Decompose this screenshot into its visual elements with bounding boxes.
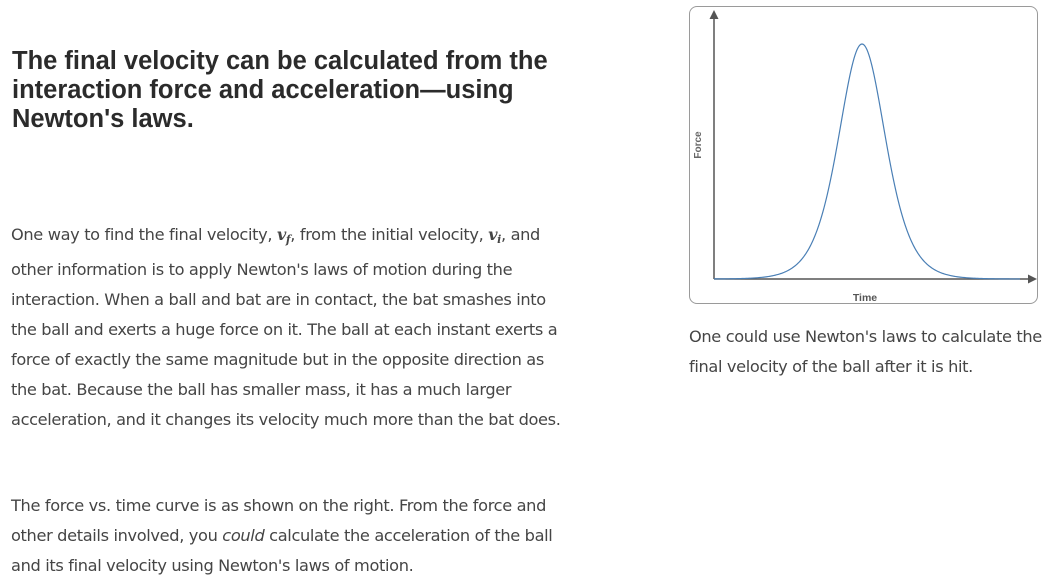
emphasis-text: could [222,526,265,545]
force-curve [713,43,1021,280]
paragraph-text: calculate the acceleration of the ball a… [11,526,553,575]
velocity-symbol-main: v [276,225,286,244]
paragraph-text: One way to find the final velocity, [11,225,277,244]
y-axis-arrow-icon [709,10,719,19]
y-axis-label: Force [693,131,704,159]
velocity-symbol-subscript: f [285,233,291,246]
force-time-figure: Time Force [689,6,1038,304]
velocity-symbol-subscript: i [497,233,501,246]
paragraph-newtons-laws: One way to find the final velocity, vf, … [11,220,571,435]
figure-caption: One could use Newton's laws to calculate… [689,327,1042,376]
paragraph-force-curve: The force vs. time curve is as shown on … [11,491,571,581]
force-time-graph: Time Force [693,10,1037,304]
page-heading: The final velocity can be calculated fro… [12,47,548,133]
paragraph-text: , and other information is to apply Newt… [11,225,561,429]
paragraph-text: The force vs. time curve is as shown on … [11,496,547,545]
x-axis-arrow-icon [1028,274,1037,284]
velocity-symbol-main: v [488,225,498,244]
paragraph-text: , from the initial velocity, [290,225,489,244]
final-velocity-symbol: vf [276,225,291,246]
x-axis-label: Time [853,292,877,304]
initial-velocity-symbol: vi [488,225,501,246]
